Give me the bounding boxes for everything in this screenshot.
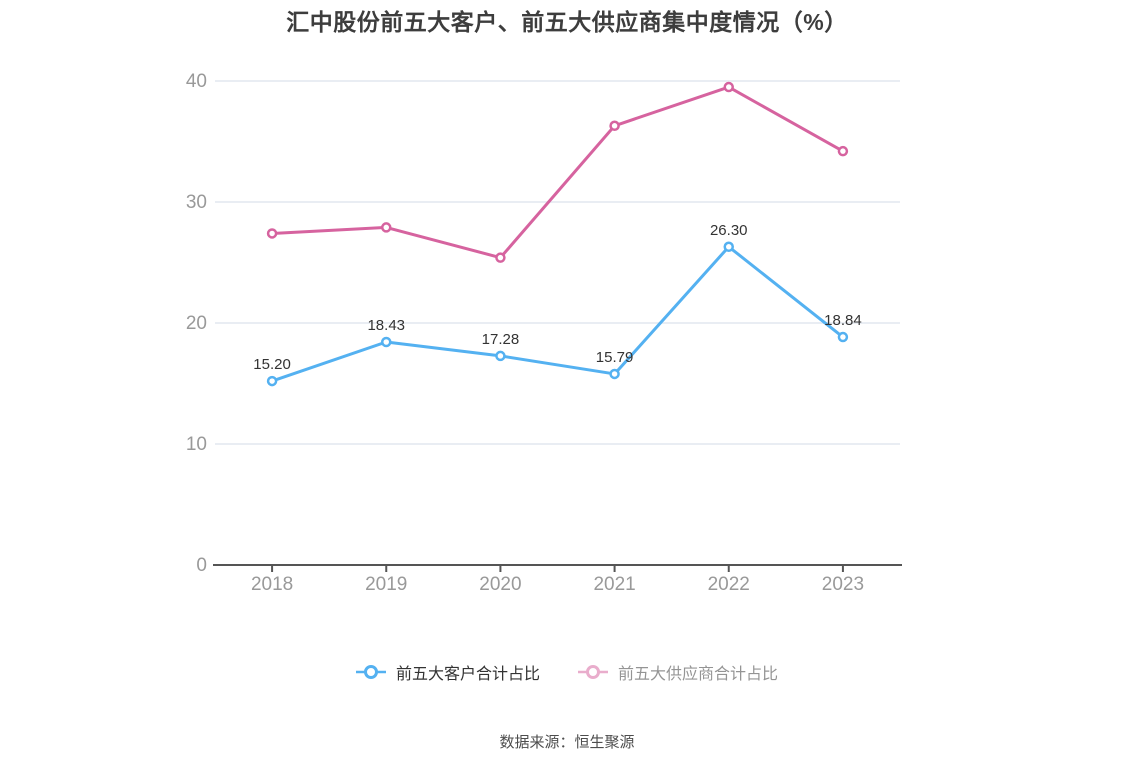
data-point-marker[interactable] [495, 350, 506, 362]
data-point-marker[interactable] [495, 252, 506, 263]
legend-label: 前五大客户合计占比 [395, 666, 540, 683]
data-point-marker[interactable] [723, 241, 734, 253]
x-axis-label-2022: 2022 [708, 574, 750, 595]
data-label: 17.28 [482, 331, 520, 348]
legend-item-0[interactable]: 前五大客户合计占比 [355, 660, 540, 684]
y-axis-label-30: 30 [186, 192, 207, 213]
y-axis-label-20: 20 [186, 313, 207, 334]
data-label: 15.79 [596, 349, 634, 366]
chart-legend: 前五大客户合计占比 前五大供应商合计占比 [0, 660, 1134, 684]
x-axis-label-2023: 2023 [822, 574, 864, 595]
legend-line-marker-icon [578, 665, 608, 679]
series-line-1 [270, 85, 845, 260]
line-chart: 0 10 20 30 40 2018 2019 2020 2021 2022 2023 15.20 18… [186, 71, 902, 595]
chart-title: 汇中股份前五大客户、前五大供应商集中度情况（%） [286, 9, 848, 35]
data-point-marker[interactable] [609, 120, 620, 132]
x-axis-label-2019: 2019 [365, 574, 407, 595]
data-point-marker[interactable] [609, 368, 620, 380]
data-point-marker[interactable] [837, 145, 849, 157]
y-axis-label-40: 40 [186, 71, 207, 92]
y-axis-label-0: 0 [196, 555, 207, 576]
data-label: 26.30 [710, 222, 748, 239]
data-point-marker[interactable] [266, 228, 278, 239]
data-label: 18.43 [367, 317, 405, 334]
data-label: 18.84 [824, 312, 862, 329]
legend-item-1[interactable]: 前五大供应商合计占比 [578, 660, 778, 684]
x-axis-label-2021: 2021 [593, 574, 635, 595]
legend-label: 前五大供应商合计占比 [618, 666, 779, 683]
data-label: 15.20 [253, 356, 291, 373]
data-point-marker[interactable] [266, 375, 278, 387]
series-line-0 [270, 245, 845, 383]
data-point-marker[interactable] [837, 331, 849, 343]
x-axis-label-2020: 2020 [479, 574, 521, 595]
y-axis-label-10: 10 [186, 434, 207, 455]
data-point-marker[interactable] [381, 336, 392, 348]
data-point-marker[interactable] [723, 81, 734, 93]
data-source-label: 数据来源：恒生聚源 [499, 734, 635, 751]
legend-line-marker-icon [355, 665, 386, 679]
data-point-marker[interactable] [381, 222, 392, 233]
x-axis-label-2018: 2018 [251, 574, 293, 595]
